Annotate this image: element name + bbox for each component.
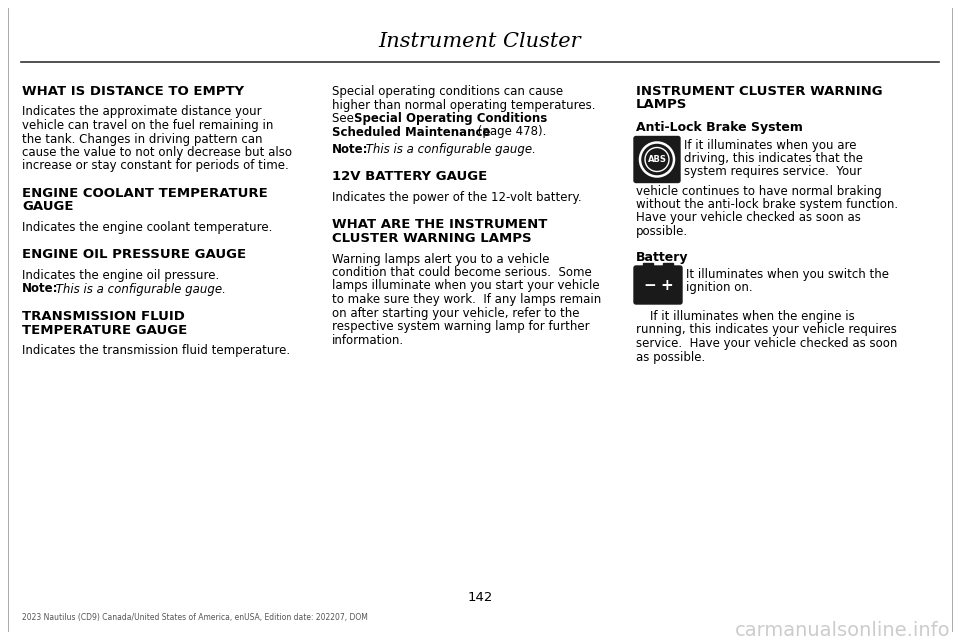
Text: Special Operating Conditions: Special Operating Conditions (354, 112, 547, 125)
Text: Indicates the power of the 12-volt battery.: Indicates the power of the 12-volt batte… (332, 191, 582, 204)
Text: system requires service.  Your: system requires service. Your (684, 165, 862, 179)
Text: vehicle can travel on the fuel remaining in: vehicle can travel on the fuel remaining… (22, 119, 274, 132)
Text: This is a configurable gauge.: This is a configurable gauge. (52, 282, 226, 296)
Text: Indicates the engine oil pressure.: Indicates the engine oil pressure. (22, 269, 219, 282)
Text: ENGINE COOLANT TEMPERATURE: ENGINE COOLANT TEMPERATURE (22, 187, 268, 200)
Text: possible.: possible. (636, 225, 688, 238)
Text: 142: 142 (468, 591, 492, 604)
Text: If it illuminates when you are: If it illuminates when you are (684, 138, 856, 152)
Text: WHAT ARE THE INSTRUMENT: WHAT ARE THE INSTRUMENT (332, 219, 547, 231)
Text: driving, this indicates that the: driving, this indicates that the (684, 152, 863, 165)
FancyBboxPatch shape (634, 266, 682, 304)
Text: If it illuminates when the engine is: If it illuminates when the engine is (650, 310, 854, 323)
Text: lamps illuminate when you start your vehicle: lamps illuminate when you start your veh… (332, 280, 600, 293)
Text: Indicates the transmission fluid temperature.: Indicates the transmission fluid tempera… (22, 344, 290, 357)
Text: Indicates the approximate distance your: Indicates the approximate distance your (22, 105, 262, 118)
Text: Battery: Battery (636, 251, 688, 264)
Text: Scheduled Maintenance: Scheduled Maintenance (332, 125, 491, 138)
Text: higher than normal operating temperatures.: higher than normal operating temperature… (332, 98, 595, 111)
Text: Warning lamps alert you to a vehicle: Warning lamps alert you to a vehicle (332, 253, 549, 266)
Text: ABS: ABS (648, 155, 666, 164)
Text: Anti-Lock Brake System: Anti-Lock Brake System (636, 121, 803, 134)
Text: respective system warning lamp for further: respective system warning lamp for furth… (332, 320, 589, 333)
Text: Indicates the engine coolant temperature.: Indicates the engine coolant temperature… (22, 221, 273, 234)
Text: INSTRUMENT CLUSTER WARNING: INSTRUMENT CLUSTER WARNING (636, 85, 882, 98)
Text: See: See (332, 112, 358, 125)
Text: 12V BATTERY GAUGE: 12V BATTERY GAUGE (332, 170, 488, 183)
Text: without the anti-lock brake system function.: without the anti-lock brake system funct… (636, 198, 899, 211)
Text: +: + (660, 278, 673, 293)
Text: Note:: Note: (22, 282, 59, 296)
Text: WHAT IS DISTANCE TO EMPTY: WHAT IS DISTANCE TO EMPTY (22, 85, 244, 98)
FancyBboxPatch shape (634, 136, 680, 183)
Text: TEMPERATURE GAUGE: TEMPERATURE GAUGE (22, 323, 187, 336)
Text: This is a configurable gauge.: This is a configurable gauge. (362, 143, 536, 156)
Text: the tank. Changes in driving pattern can: the tank. Changes in driving pattern can (22, 132, 262, 145)
Text: Note:: Note: (332, 143, 369, 156)
Text: cause the value to not only decrease but also: cause the value to not only decrease but… (22, 146, 292, 159)
Text: Have your vehicle checked as soon as: Have your vehicle checked as soon as (636, 212, 861, 224)
Text: It illuminates when you switch the: It illuminates when you switch the (686, 268, 889, 281)
Text: on after starting your vehicle, refer to the: on after starting your vehicle, refer to… (332, 307, 580, 320)
Text: TRANSMISSION FLUID: TRANSMISSION FLUID (22, 310, 185, 323)
Text: Instrument Cluster: Instrument Cluster (378, 32, 582, 51)
Text: running, this indicates your vehicle requires: running, this indicates your vehicle req… (636, 323, 897, 336)
Text: vehicle continues to have normal braking: vehicle continues to have normal braking (636, 185, 881, 197)
Bar (643, 263, 653, 268)
Text: GAUGE: GAUGE (22, 201, 74, 213)
Text: −: − (644, 278, 657, 293)
Text: CLUSTER WARNING LAMPS: CLUSTER WARNING LAMPS (332, 232, 532, 245)
Text: ignition on.: ignition on. (686, 282, 753, 294)
Text: carmanualsonline.info: carmanualsonline.info (734, 621, 950, 640)
Text: as possible.: as possible. (636, 350, 706, 363)
Text: 2023 Nautilus (CD9) Canada/United States of America, enUSA, Edition date: 202207: 2023 Nautilus (CD9) Canada/United States… (22, 613, 368, 622)
Text: condition that could become serious.  Some: condition that could become serious. Som… (332, 266, 591, 279)
Text: Special operating conditions can cause: Special operating conditions can cause (332, 85, 564, 98)
Text: ENGINE OIL PRESSURE GAUGE: ENGINE OIL PRESSURE GAUGE (22, 248, 246, 262)
Text: increase or stay constant for periods of time.: increase or stay constant for periods of… (22, 159, 289, 172)
Bar (663, 263, 673, 268)
Text: information.: information. (332, 334, 404, 347)
Text: (page 478).: (page 478). (474, 125, 546, 138)
Text: service.  Have your vehicle checked as soon: service. Have your vehicle checked as so… (636, 337, 898, 350)
Text: to make sure they work.  If any lamps remain: to make sure they work. If any lamps rem… (332, 293, 601, 306)
Text: LAMPS: LAMPS (636, 98, 687, 111)
